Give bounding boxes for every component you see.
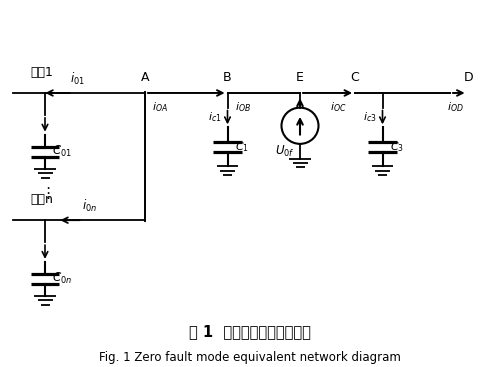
Text: A: A [141, 71, 149, 84]
Text: C: C [350, 71, 360, 84]
Text: E: E [296, 71, 304, 84]
Text: $C_{01}$: $C_{01}$ [52, 144, 72, 159]
Text: Fig. 1 Zero fault mode equivalent network diagram: Fig. 1 Zero fault mode equivalent networ… [99, 351, 401, 364]
Text: 线路n: 线路n [30, 193, 53, 207]
Text: 线路1: 线路1 [30, 66, 53, 79]
Text: $i_{OD}$: $i_{OD}$ [448, 100, 464, 114]
Text: D: D [464, 71, 474, 84]
Text: $C_{0n}$: $C_{0n}$ [52, 271, 72, 287]
Text: $i_{c1}$: $i_{c1}$ [208, 110, 222, 124]
Text: $i_{OB}$: $i_{OB}$ [235, 100, 251, 114]
Text: B: B [223, 71, 232, 84]
Text: 图 1  故障的零模等效网络图: 图 1 故障的零模等效网络图 [189, 324, 311, 339]
Text: $i_{0n}$: $i_{0n}$ [82, 198, 98, 214]
Text: $i_{01}$: $i_{01}$ [70, 71, 85, 87]
Text: $i_{OC}$: $i_{OC}$ [330, 100, 346, 114]
Text: $U_{0f}$: $U_{0f}$ [275, 143, 295, 159]
Text: $i_{OA}$: $i_{OA}$ [152, 100, 168, 114]
Text: $C_3$: $C_3$ [390, 140, 404, 154]
Text: $C_1$: $C_1$ [235, 140, 249, 154]
Text: $\vdots$: $\vdots$ [40, 185, 50, 201]
Text: $i_{c3}$: $i_{c3}$ [363, 110, 376, 124]
